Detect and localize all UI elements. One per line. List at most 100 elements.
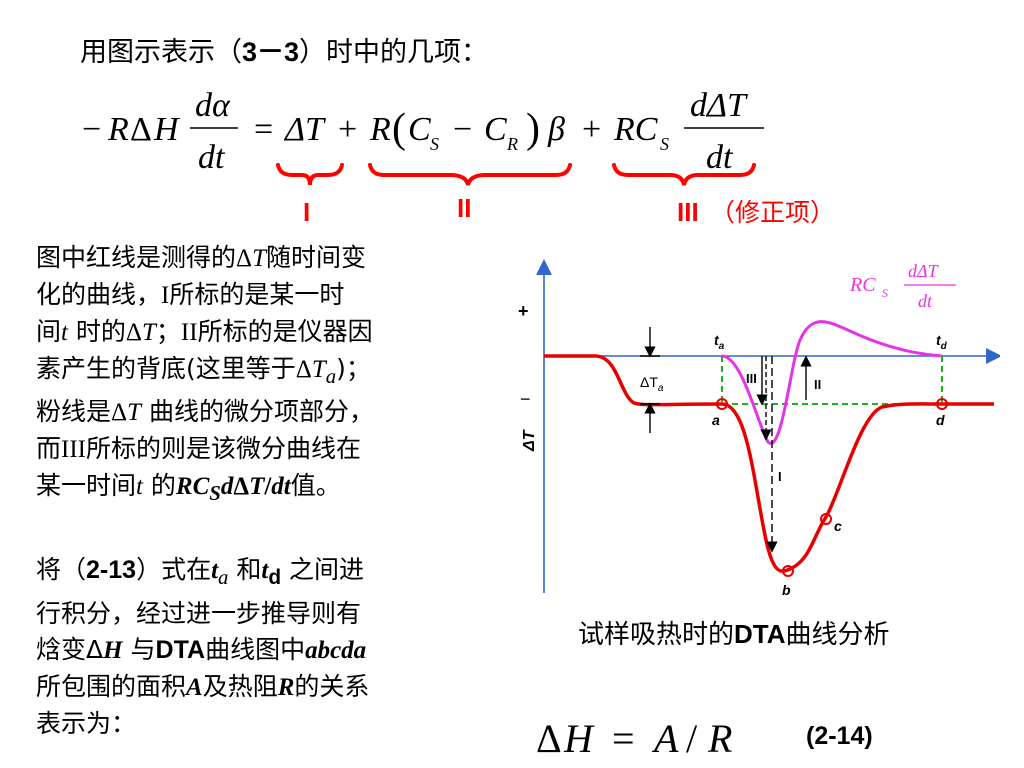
point-d-marker	[936, 398, 948, 410]
brace-label-I: I	[303, 197, 310, 227]
text: 之间进	[281, 555, 365, 584]
heat-balance-formula: − R Δ H dα dt = ΔT + R ( C S − C R ) β +…	[70, 78, 790, 188]
eq-h: H	[563, 716, 595, 761]
text-var: H	[103, 637, 123, 664]
explanation-line-2: 化的曲线，I所标的是某一时	[36, 277, 374, 314]
formula-frac1-numerator: dα	[195, 87, 231, 124]
formula-lhs-h: H	[153, 111, 181, 148]
integration-line-4: 所包围的面积A及热阻R的关系	[36, 669, 369, 706]
text-delta: Δ	[233, 473, 250, 500]
text: 随时间变	[266, 243, 367, 272]
y-axis-label: ΔT	[521, 429, 538, 452]
text: 素产生的背底(这里等于	[36, 354, 296, 383]
point-d-label: d	[936, 412, 945, 428]
formula-equals: =	[254, 111, 273, 148]
section-heading: 用图示表示（3－3）时中的几项：	[80, 30, 488, 69]
text-sub: a	[325, 364, 337, 388]
integration-line-1: 将（2-13）式在ta 和td 之间进	[36, 552, 369, 596]
text: 某一时间	[36, 471, 137, 500]
brace-label-III: III	[677, 197, 699, 227]
text: 时的	[67, 317, 126, 346]
minus-sign: −	[520, 389, 531, 409]
text-var: T	[142, 319, 156, 346]
integration-line-2: 行积分，经过进一步推导则有	[36, 599, 362, 628]
text-delta: Δ	[86, 635, 104, 664]
integration-line-3: 焓变ΔH 与DTA曲线图中abcda	[36, 632, 369, 669]
curve-explanation: 图中红线是测得的ΔT随时间变 化的曲线，I所标的是某一时 间t 时的ΔT；II所…	[36, 240, 374, 511]
brace-label-II: II	[457, 193, 471, 223]
term-braces: I II III （修正项）	[270, 155, 890, 235]
eq-r: R	[707, 716, 732, 761]
text: 的关系	[294, 672, 370, 701]
point-b-label: b	[782, 582, 791, 598]
text: ；	[155, 317, 181, 346]
text-ref: 2-13	[86, 556, 137, 584]
text-sub: S	[209, 481, 221, 505]
explanation-line-7: 某一时间t 的RCSdΔT/dt值。	[36, 468, 374, 511]
text-delta: Δ	[111, 399, 128, 426]
text: 化的曲线，	[36, 280, 162, 309]
text-roman: I	[161, 282, 170, 309]
text: 所标的是仪器因	[197, 317, 373, 346]
eq-slash: /	[686, 716, 698, 761]
eq-equals: =	[612, 716, 635, 761]
text: 值。	[290, 471, 341, 500]
point-a-marker	[716, 398, 728, 410]
formula-term1: ΔT	[283, 111, 326, 148]
text-var: d	[220, 473, 234, 500]
formula-lhs-delta: Δ	[130, 111, 152, 148]
text-var: RC	[175, 473, 210, 500]
formula-plus2: +	[582, 111, 601, 148]
text-slash: /	[264, 473, 272, 500]
text-var: t	[61, 319, 68, 346]
plus-sign: +	[518, 301, 529, 321]
eq-delta: Δ	[536, 716, 562, 761]
text-var: T	[252, 245, 266, 272]
text: 粉线是	[36, 397, 112, 426]
formula-term2-r: R	[369, 111, 391, 148]
dta-curve-diagram: + − ΔT a b c d ta td ΔTa	[510, 255, 1000, 605]
integration-line-5: 表示为：	[36, 709, 137, 738]
caption-text: 试样吸热时的	[578, 620, 735, 650]
text-var: dt	[271, 473, 291, 500]
formula-frac1-denominator: dt	[198, 139, 226, 176]
formula-frac2-numerator: dΔT	[690, 87, 748, 124]
formula-term2-cs: C	[408, 111, 431, 148]
formula-term2-cs-sub: S	[430, 134, 439, 154]
formula-lhs-minus: −	[82, 111, 101, 148]
formula-term2-cr-sub: R	[506, 134, 518, 154]
text-roman: III	[61, 436, 86, 463]
text-var: T	[249, 473, 265, 500]
derivative-label-denominator: dt	[918, 291, 933, 311]
ta-label: ta	[714, 332, 725, 352]
text: 图中红线是测得的	[36, 243, 237, 272]
text-roman: II	[180, 319, 198, 346]
formula-plus1: +	[338, 111, 357, 148]
caption-text: 曲线分析	[785, 620, 890, 650]
formula-term3-sub: S	[660, 134, 669, 154]
text: 所包围的面积	[36, 672, 187, 701]
text-delta: Δ	[236, 245, 253, 272]
explanation-line-6: 而III所标的则是该微分曲线在	[36, 431, 374, 468]
enthalpy-equation: Δ H = A / R	[530, 712, 770, 766]
brace-III	[612, 163, 756, 186]
formula-lhs-r: R	[107, 111, 129, 148]
explanation-line-4: 素产生的背底(这里等于ΔTa)；	[36, 351, 374, 394]
explanation-line-3: 间t 时的ΔT；II所标的是仪器因	[36, 314, 374, 351]
text-var: A	[186, 674, 203, 701]
text-var: t	[136, 473, 143, 500]
diagram-caption: 试样吸热时的DTA曲线分析	[578, 614, 890, 651]
eq-a: A	[651, 716, 679, 761]
point-c-marker	[820, 513, 832, 525]
text-var: R	[277, 674, 295, 701]
point-a-label: a	[712, 412, 720, 428]
text: 所标的是某一时	[169, 280, 345, 309]
text: 及热阻	[202, 672, 278, 701]
text: 和	[228, 555, 262, 584]
derivative-label: RC S dΔT dt	[849, 261, 956, 311]
text: 间	[36, 317, 62, 346]
text: ）式在	[136, 555, 212, 584]
explanation-line-1: 图中红线是测得的ΔT随时间变	[36, 240, 374, 277]
dta-curve	[544, 354, 994, 573]
text-abbr: DTA	[155, 636, 206, 664]
